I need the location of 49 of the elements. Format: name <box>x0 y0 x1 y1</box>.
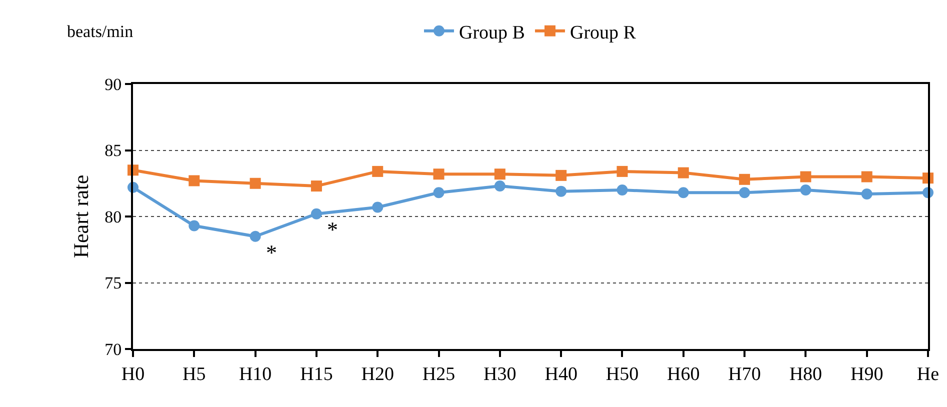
point <box>250 178 261 189</box>
x-tick-label: H90 <box>850 364 884 385</box>
annotation: * <box>266 240 277 265</box>
x-tick-label: H0 <box>121 364 145 385</box>
point <box>739 174 750 185</box>
x-tick-label: H5 <box>182 364 206 385</box>
y-tick-label: 85 <box>104 141 122 160</box>
x-tick-label: H40 <box>544 364 578 385</box>
point <box>494 168 506 180</box>
point <box>861 188 872 200</box>
x-tick-label: He <box>916 364 940 385</box>
y-tick-label: 90 <box>104 74 122 94</box>
x-tick-label: H25 <box>422 364 456 385</box>
point <box>310 180 322 192</box>
point <box>372 166 384 177</box>
x-tick-label: H50 <box>606 364 639 385</box>
point <box>188 220 200 232</box>
x-tick-label: H30 <box>484 364 516 385</box>
point <box>250 230 261 242</box>
point <box>678 167 689 178</box>
point <box>494 180 506 192</box>
point <box>616 166 628 177</box>
point <box>433 187 444 198</box>
y-tick-label: 75 <box>104 274 122 293</box>
x-tick-label: H10 <box>238 364 272 385</box>
point <box>739 187 750 198</box>
point <box>616 184 628 196</box>
x-tick-label: H60 <box>667 364 700 385</box>
point <box>556 186 567 197</box>
x-tick-label: H70 <box>728 364 761 385</box>
point <box>310 208 322 220</box>
point <box>800 184 812 196</box>
x-tick-label: H80 <box>789 364 822 385</box>
annotation: * <box>327 217 338 242</box>
point <box>800 171 812 182</box>
x-tick-label: H15 <box>300 364 333 385</box>
point <box>861 171 872 182</box>
point <box>372 202 384 213</box>
x-tick-label: H20 <box>361 364 394 385</box>
y-axis-title: Heart rate <box>69 174 94 258</box>
legend-label: Group R <box>570 22 636 44</box>
point <box>678 187 689 198</box>
point <box>188 175 200 186</box>
y-tick-label: 80 <box>104 207 122 226</box>
legend-label: Group B <box>459 22 525 44</box>
text: beats/min <box>67 22 134 41</box>
y-tick-label: 70 <box>104 340 122 359</box>
point <box>556 170 567 181</box>
point <box>433 168 444 180</box>
